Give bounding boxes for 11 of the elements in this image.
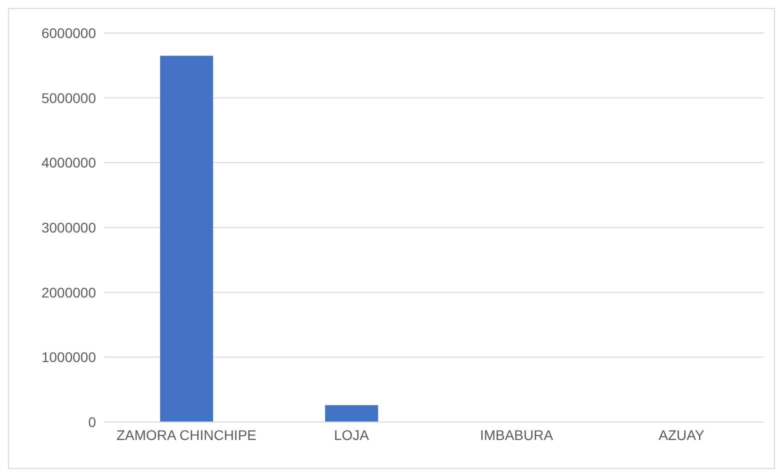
x-tick-label: LOJA: [334, 426, 370, 443]
x-tick-label: AZUAY: [658, 426, 705, 443]
y-tick-label: 2000000: [41, 284, 96, 300]
y-tick-label: 6000000: [41, 24, 96, 41]
y-tick-label: 1000000: [41, 349, 96, 366]
y-tick-label: 4000000: [41, 154, 96, 171]
x-tick-label: ZAMORA CHINCHIPE: [116, 426, 257, 443]
y-tick-label: 3000000: [41, 219, 96, 236]
y-tick-label: 0: [88, 414, 96, 430]
x-tick-label: IMBABURA: [480, 426, 554, 443]
y-tick-label: 5000000: [41, 90, 96, 106]
